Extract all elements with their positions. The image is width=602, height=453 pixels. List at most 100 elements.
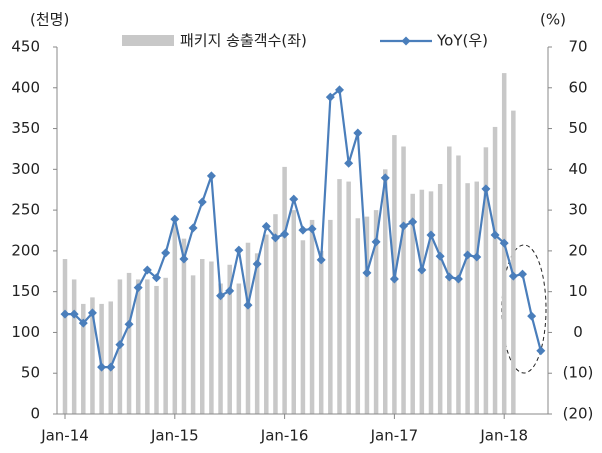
legend-swatch <box>122 35 174 46</box>
y2-tick-label: 30 <box>568 201 587 219</box>
y2-tick-label: 70 <box>568 38 587 56</box>
marker <box>78 318 88 328</box>
marker <box>225 286 235 296</box>
y-tick-label: 200 <box>11 241 40 259</box>
y-unit: (천명) <box>30 11 69 29</box>
y-tick-label: 50 <box>21 364 40 382</box>
bar <box>428 191 434 414</box>
bar <box>456 155 461 415</box>
marker <box>69 309 79 319</box>
bar <box>126 272 132 414</box>
marker <box>490 230 500 240</box>
marker <box>453 274 463 284</box>
marker <box>426 230 436 240</box>
bar <box>328 219 333 414</box>
marker <box>444 272 454 282</box>
marker <box>472 252 482 262</box>
y-tick-label: 100 <box>11 323 40 341</box>
marker <box>115 340 125 350</box>
bar <box>383 169 388 414</box>
marker <box>197 197 207 207</box>
bar <box>190 275 196 414</box>
bar <box>200 259 205 414</box>
y2-tick-label: 60 <box>568 78 587 96</box>
marker <box>508 271 518 281</box>
bar <box>465 183 470 414</box>
y-tick-label: 300 <box>11 160 40 178</box>
bar <box>291 210 296 414</box>
bar <box>309 219 315 414</box>
legend-marker <box>401 36 411 46</box>
marker <box>316 255 326 265</box>
bar <box>511 110 516 414</box>
marker <box>179 254 189 264</box>
bar <box>346 181 351 414</box>
bar <box>135 279 141 414</box>
x-tick-label: Jan-17 <box>370 427 419 445</box>
marker <box>106 362 116 372</box>
marker <box>527 311 537 321</box>
bar <box>437 184 443 414</box>
bar <box>492 126 498 415</box>
bar <box>245 242 251 414</box>
marker <box>435 251 445 261</box>
y2-unit: (%) <box>540 11 566 29</box>
y-tick-label: 450 <box>11 38 40 56</box>
marker <box>344 158 354 168</box>
y2-tick-label: 40 <box>568 160 587 178</box>
marker <box>280 229 290 239</box>
marker <box>252 259 262 269</box>
marker <box>399 221 409 231</box>
bar <box>227 264 232 414</box>
marker <box>499 238 509 248</box>
marker <box>188 223 198 233</box>
bar <box>474 181 479 414</box>
bar <box>90 297 95 414</box>
marker <box>417 265 427 275</box>
bar <box>62 259 68 414</box>
marker <box>152 273 161 283</box>
bar <box>254 253 260 414</box>
y2-tick-label: 10 <box>568 282 587 300</box>
marker <box>536 346 546 356</box>
y-tick-label: 0 <box>30 405 40 423</box>
marker <box>389 274 399 284</box>
bar <box>364 216 370 414</box>
bar <box>236 283 242 414</box>
bar <box>99 303 104 414</box>
bar <box>108 301 113 414</box>
marker <box>289 194 299 204</box>
y2-tick-label: 0 <box>573 323 583 341</box>
marker <box>170 214 180 224</box>
bar <box>81 303 86 414</box>
legend-label: YoY(우) <box>436 32 488 50</box>
marker <box>243 300 253 310</box>
marker <box>380 173 390 183</box>
marker <box>353 128 363 138</box>
bar <box>163 277 168 414</box>
marker <box>261 221 271 231</box>
bar <box>181 238 187 414</box>
marker <box>133 283 143 293</box>
bar <box>172 222 178 414</box>
bar <box>154 285 159 414</box>
marker <box>481 184 491 194</box>
marker <box>298 225 308 235</box>
marker <box>371 237 381 247</box>
legend-label: 패키지 송출객수(좌) <box>180 32 307 50</box>
marker <box>325 92 335 102</box>
marker <box>206 171 216 181</box>
marker <box>87 308 97 318</box>
bar <box>264 234 269 414</box>
marker <box>142 265 152 275</box>
bar <box>300 240 306 414</box>
marker <box>270 233 280 243</box>
bar <box>337 179 342 414</box>
bar <box>355 218 361 414</box>
x-tick-label: Jan-18 <box>479 427 528 445</box>
marker <box>518 269 527 279</box>
bar <box>282 166 287 414</box>
y2-tick-label: (10) <box>563 364 594 382</box>
y2-tick-label: 50 <box>568 119 587 137</box>
